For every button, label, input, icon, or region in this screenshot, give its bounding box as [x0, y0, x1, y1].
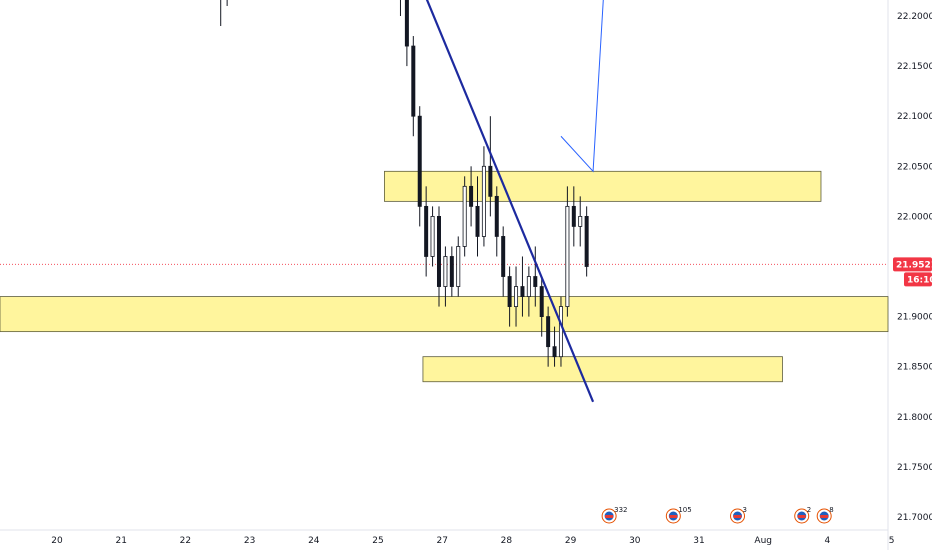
candle-body — [558, 306, 563, 358]
price-tick-label: 22.05000 — [897, 162, 932, 172]
price-tick-label: 22.00000 — [897, 212, 932, 222]
candle-body — [430, 215, 435, 257]
candle-body — [411, 45, 416, 117]
candle-body — [546, 316, 551, 348]
candle-body — [449, 256, 454, 287]
event-flag-icon-stripe — [605, 515, 614, 518]
candle-body — [417, 115, 422, 207]
price-tick-label: 21.80000 — [897, 413, 932, 423]
candle-body — [456, 246, 461, 287]
time-tick-label: 27 — [436, 536, 447, 546]
event-count: 2 — [807, 506, 811, 514]
event-flag-icon-stripe — [820, 515, 829, 518]
time-axis[interactable]: 20 21 22 23 24 25 27 28 29 30 31 Aug 4 5 — [51, 536, 894, 546]
time-tick-label: 5 — [889, 536, 895, 546]
candle-body — [526, 276, 531, 297]
candle-body — [520, 286, 525, 297]
support-resistance-zone[interactable] — [384, 170, 822, 202]
candle-body — [481, 165, 486, 237]
candle-body — [469, 185, 474, 207]
candle-body — [404, 0, 409, 47]
event-count: 105 — [678, 506, 691, 514]
countdown-tag-text: 16:10 — [907, 275, 932, 285]
candle-body — [488, 165, 493, 197]
candles-layer — [220, 0, 589, 367]
time-tick-label: 4 — [825, 536, 831, 546]
candle-body — [436, 215, 441, 287]
time-tick-label: 20 — [51, 536, 63, 546]
time-tick-label: Aug — [754, 536, 772, 546]
time-tick-label: 30 — [629, 536, 641, 546]
time-tick-label: 28 — [501, 536, 513, 546]
price-tick-label: 21.70000 — [897, 513, 932, 523]
candle-body — [571, 205, 576, 227]
time-tick-label: 29 — [565, 536, 577, 546]
drawings-layer — [372, 0, 606, 403]
candle-body — [462, 185, 467, 247]
time-tick-label: 24 — [308, 536, 320, 546]
candle-body — [514, 286, 519, 307]
candle-body — [501, 236, 506, 277]
candle-body — [424, 205, 429, 257]
candle-body — [507, 276, 512, 307]
descending-trendline[interactable] — [372, 0, 595, 403]
price-tick-label: 21.75000 — [897, 463, 932, 473]
event-count: 3 — [743, 506, 747, 514]
event-flag-icon-stripe — [797, 515, 806, 518]
price-tick-label: 21.85000 — [897, 363, 932, 373]
zones-layer — [0, 170, 889, 383]
candle-body — [443, 256, 448, 287]
events-layer[interactable]: 332 105 3 2 8 — [601, 506, 834, 524]
price-tick-label: 21.90000 — [897, 313, 932, 323]
candle-body — [533, 276, 538, 287]
candle-body — [494, 195, 499, 237]
support-resistance-zone[interactable] — [422, 356, 783, 383]
candle-body — [475, 205, 480, 237]
candle-body — [539, 286, 544, 318]
projection-arrow[interactable] — [560, 0, 606, 173]
time-tick-label: 22 — [180, 536, 191, 546]
time-tick-label: 23 — [244, 536, 255, 546]
price-tick-label: 22.20000 — [897, 12, 932, 22]
countdown-tag — [904, 272, 932, 287]
price-tick-label: 22.15000 — [897, 62, 932, 72]
price-tags-layer: 22.5744722.4888622.3291522.2715221.95216… — [893, 257, 932, 287]
candle-body — [578, 215, 583, 227]
event-count: 332 — [614, 506, 627, 514]
time-tick-label: 25 — [372, 536, 383, 546]
event-flag-icon-stripe — [669, 515, 678, 518]
price-tick-label: 22.10000 — [897, 112, 932, 122]
time-tick-label: 21 — [115, 536, 126, 546]
current-price-tag — [893, 257, 932, 272]
time-tick-label: 31 — [693, 536, 704, 546]
event-flag-icon-stripe — [733, 515, 742, 518]
candle-body — [565, 205, 570, 307]
support-resistance-zone[interactable] — [0, 296, 889, 333]
candle-body — [552, 346, 557, 358]
event-count: 8 — [829, 506, 833, 514]
candle-body — [584, 215, 589, 267]
